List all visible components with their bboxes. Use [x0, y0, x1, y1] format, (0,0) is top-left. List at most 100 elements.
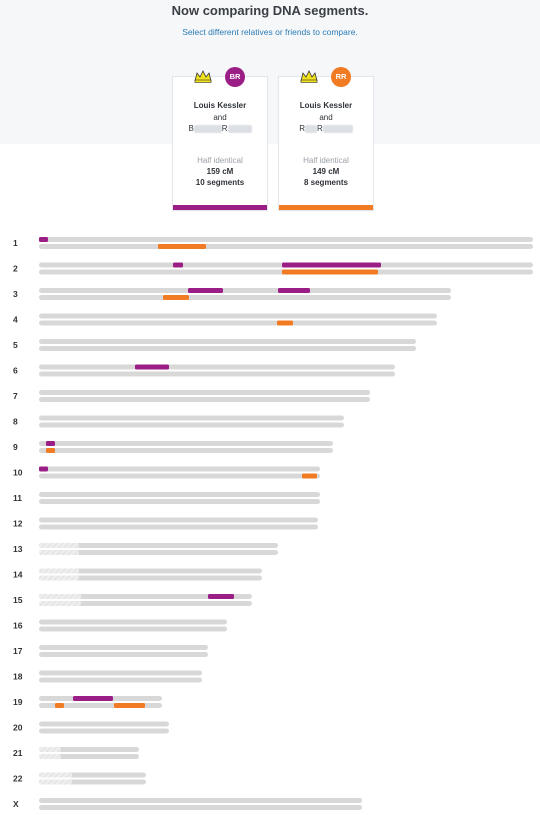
card-2-name: Louis Kessler: [299, 101, 353, 110]
chromosome-bar: [39, 517, 318, 523]
chromosome-bar: [39, 390, 370, 395]
card-2-relationship: Half identical: [303, 156, 349, 165]
chromosome-label: 4: [13, 315, 18, 325]
chromosome-label: 2: [13, 264, 18, 274]
chromosome-bar: [39, 550, 278, 555]
segment-card-2: [46, 448, 55, 453]
segment-card-1: [188, 288, 223, 293]
chromosome-label: 9: [13, 442, 18, 452]
segment-card-2: [55, 703, 64, 708]
chromosome-bar: [39, 397, 370, 402]
chromosome-bar: [39, 466, 320, 472]
chromosome-bar: [39, 721, 169, 727]
chromosome-label: 20: [13, 723, 23, 733]
chromosome-label: 18: [13, 672, 23, 682]
unmapped-region: [39, 779, 72, 785]
chromosome-label: 17: [13, 646, 23, 656]
chromosome-bar: [39, 448, 333, 453]
chromosome-bar: [39, 346, 416, 351]
page-title: Now comparing DNA segments.: [171, 3, 369, 18]
crown-icon: [300, 70, 318, 83]
chromosome-bar: [39, 339, 416, 344]
chromosome-label: 21: [13, 748, 23, 758]
segment-card-1: [46, 441, 55, 446]
chromosome-bar: [39, 422, 344, 428]
segment-card-1: [208, 594, 234, 599]
avatar-rr: RR: [331, 67, 351, 87]
card-1-and: and: [213, 113, 227, 122]
chromosome-label: 8: [13, 417, 18, 427]
segment-card-1: [135, 364, 169, 370]
segment-card-2: [282, 269, 378, 275]
chromosome-label: 16: [13, 621, 23, 631]
chromosome-label: 10: [13, 468, 23, 478]
segment-card-1: [39, 237, 48, 242]
chromosome-bar: [39, 728, 169, 734]
segment-card-2: [302, 473, 317, 479]
card-2-and: and: [319, 113, 333, 122]
card-2-cm: 149 cM: [312, 167, 340, 176]
segment-card-2: [277, 320, 293, 326]
segment-card-1: [282, 262, 381, 268]
chromosome-label: 5: [13, 340, 18, 350]
chromosome-bar: [39, 747, 139, 752]
chromosome-bar: [39, 754, 139, 759]
chromosome-bar: [39, 594, 252, 599]
unmapped-region: [39, 772, 72, 778]
unmapped-region: [39, 550, 79, 555]
chromosome-bar: [39, 295, 451, 300]
crown-icon: [194, 70, 212, 83]
chromosome-bar: [39, 244, 533, 249]
chromosome-bar: [39, 568, 262, 574]
unmapped-region: [39, 568, 79, 574]
card-1-color-bar: [173, 205, 267, 210]
segment-card-2: [158, 244, 206, 249]
unmapped-region: [39, 575, 79, 581]
chromosome-bar: [39, 626, 227, 632]
chromosome-label: 12: [13, 519, 23, 529]
chromosome-bar: [39, 473, 320, 479]
unmapped-region: [39, 747, 61, 752]
chromosome-label: 7: [13, 391, 18, 401]
chromosome-bar: [39, 652, 208, 657]
avatar-br: BR: [225, 67, 245, 87]
card-1-cm: 159 cM: [206, 167, 234, 176]
chromosome-bar: [39, 441, 333, 446]
segment-card-1: [278, 288, 310, 293]
select-relatives-link[interactable]: Select different relatives or friends to…: [182, 27, 358, 37]
chromosome-label: 22: [13, 774, 23, 784]
segment-card-2: [114, 703, 145, 708]
chromosome-bar: [39, 798, 362, 803]
segment-card-2: [163, 295, 189, 300]
chromosome-bar: [39, 677, 202, 683]
chromosome-label: 6: [13, 366, 18, 376]
unmapped-region: [39, 754, 61, 759]
chromosome-label: 3: [13, 289, 18, 299]
unmapped-region: [39, 601, 81, 606]
chromosome-label: 15: [13, 595, 23, 605]
chromosome-bar: [39, 288, 451, 293]
card-2-segments: 8 segments: [303, 178, 349, 187]
chromosome-bar: [39, 492, 320, 497]
chromosome-bar: [39, 415, 344, 421]
unmapped-region: [39, 594, 81, 599]
unmapped-region: [39, 543, 79, 548]
segment-card-1: [73, 696, 113, 701]
chromosome-bar: [39, 543, 278, 548]
chromosome-bar: [39, 499, 320, 504]
chromosome-label: 19: [13, 697, 23, 707]
chromosome-label: 14: [13, 570, 23, 580]
chromosome-bar: [39, 371, 395, 377]
chromosome-bar: [39, 670, 202, 676]
card-1-name: Louis Kessler: [193, 101, 247, 110]
chromosome-bar: [39, 524, 318, 530]
chromosome-label: 1: [13, 238, 18, 248]
card-1-relationship: Half identical: [197, 156, 243, 165]
chromosome-bar: [39, 237, 533, 242]
chromosome-bar: [39, 645, 208, 650]
